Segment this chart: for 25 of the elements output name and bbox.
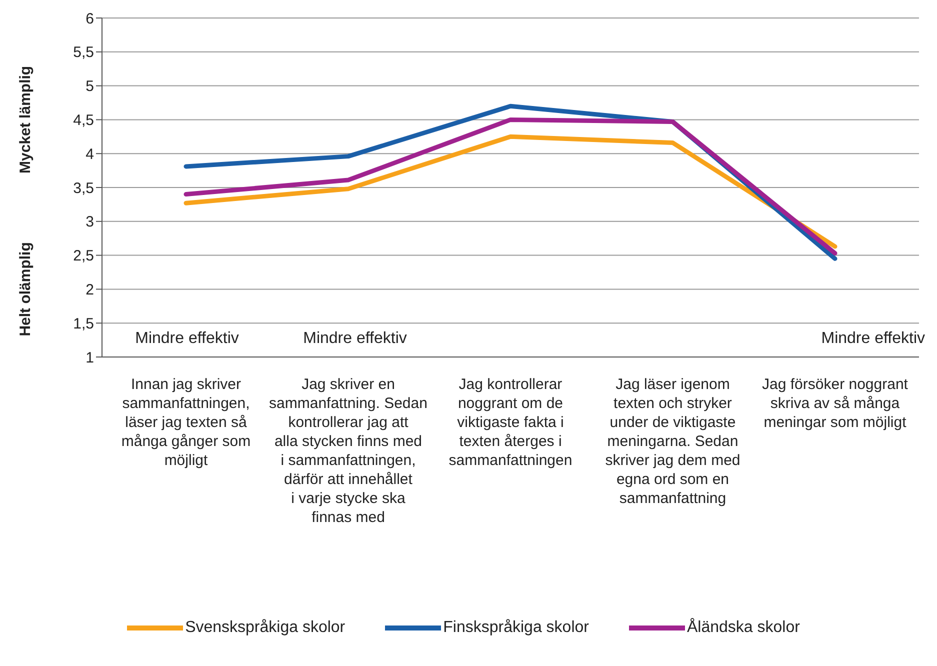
y-tick-label: 4 bbox=[86, 146, 94, 163]
y-tick-label: 1 bbox=[86, 349, 94, 366]
y-tick-label: 6 bbox=[86, 10, 94, 28]
y-tick-label: 5,5 bbox=[73, 44, 94, 62]
line-series bbox=[184, 134, 838, 249]
y-tick-label: 5 bbox=[86, 78, 94, 96]
y-tick-label: 3,5 bbox=[73, 180, 94, 197]
annotation: Mindre effektiv bbox=[821, 330, 925, 347]
legend-label: Finskspråkiga skolor bbox=[443, 619, 589, 637]
x-tick-label: Jag skriver en sammanfattning. Sedan kontrollerar jag att alla stycken finns med i sammanfattningen, därför att innehållet i varje stycke ska finnas med bbox=[269, 376, 428, 526]
annotation: Mindre effektiv bbox=[135, 330, 239, 347]
annotation: Mindre effektiv bbox=[303, 330, 407, 347]
text: Mycket lämplig bbox=[17, 66, 34, 174]
x-tick-label: Jag försöker noggrant skriva av så många meningar som möjligt bbox=[762, 376, 909, 431]
y-tick-label: 4,5 bbox=[73, 112, 94, 130]
text: Helt olämplig bbox=[17, 242, 34, 336]
x-tick-label: Jag läser igenom texten och stryker under de viktigaste meningarna. Sedan skriver jag dem med egna ord som en sammanfattning bbox=[605, 376, 740, 507]
legend-label: Svenskspråkiga skolor bbox=[185, 619, 346, 637]
y-tick-label: 3 bbox=[86, 214, 94, 231]
x-tick-label: Jag kontrollerar noggrant om de viktigaste fakta i texten återges i sammanfattningen bbox=[448, 376, 572, 469]
y-tick-label: 2,5 bbox=[73, 248, 94, 265]
x-tick-label: Innan jag skriver sammanfattningen, läser jag texten så många gånger som möjligt bbox=[121, 376, 251, 469]
y-tick-label: 1,5 bbox=[73, 315, 94, 332]
legend-label: Åländska skolor bbox=[686, 619, 800, 637]
y-tick-label: 2 bbox=[86, 282, 94, 299]
